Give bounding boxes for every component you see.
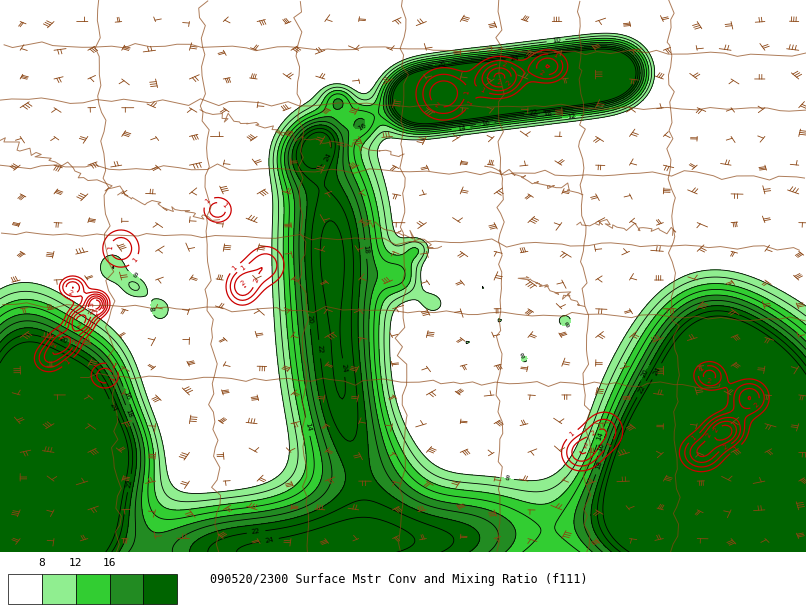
Text: 20: 20 — [438, 60, 447, 67]
Text: 2: 2 — [72, 337, 79, 344]
Text: 22: 22 — [316, 345, 323, 354]
Text: 24: 24 — [652, 366, 662, 376]
Text: 8: 8 — [39, 558, 45, 568]
Text: 2: 2 — [75, 323, 81, 330]
Text: 22: 22 — [126, 478, 133, 488]
Text: 16: 16 — [122, 390, 131, 401]
Text: 2: 2 — [583, 444, 588, 450]
Text: 2: 2 — [51, 342, 58, 349]
Text: 1: 1 — [220, 202, 227, 209]
Text: 14: 14 — [596, 431, 604, 441]
Text: 1: 1 — [479, 87, 486, 94]
Text: 1: 1 — [239, 264, 247, 271]
Text: 3: 3 — [88, 302, 94, 307]
Text: 18: 18 — [542, 110, 552, 117]
Text: 2: 2 — [252, 277, 260, 284]
Text: 18: 18 — [125, 409, 134, 419]
Text: 22: 22 — [637, 384, 646, 395]
Text: 1: 1 — [108, 375, 116, 382]
Text: 24: 24 — [340, 363, 347, 372]
Text: 14: 14 — [304, 422, 312, 432]
Text: 8: 8 — [131, 271, 138, 279]
Text: 2: 2 — [496, 79, 501, 85]
Text: 2: 2 — [89, 309, 94, 316]
Text: 8: 8 — [520, 353, 526, 360]
Text: 2: 2 — [434, 101, 440, 109]
Text: 1: 1 — [107, 245, 114, 250]
Text: 2: 2 — [505, 80, 512, 87]
Text: 1: 1 — [733, 446, 740, 453]
Bar — [143, 574, 177, 605]
Text: 2: 2 — [93, 310, 101, 317]
Text: 20: 20 — [641, 368, 650, 379]
Text: 16: 16 — [356, 123, 367, 132]
Text: 1: 1 — [697, 365, 704, 373]
Text: 20: 20 — [306, 315, 313, 324]
Text: 12: 12 — [567, 113, 576, 120]
Bar — [8, 574, 42, 605]
Text: 8: 8 — [505, 475, 509, 482]
Text: 1: 1 — [110, 362, 117, 370]
Text: 12: 12 — [69, 558, 82, 568]
Text: 8: 8 — [564, 322, 571, 329]
Text: 1: 1 — [568, 430, 575, 438]
Text: 1: 1 — [131, 257, 139, 264]
Text: 24: 24 — [510, 55, 520, 62]
Text: 1: 1 — [605, 441, 613, 449]
Text: 2: 2 — [67, 289, 73, 296]
Text: 2: 2 — [589, 430, 596, 437]
Text: 24: 24 — [323, 152, 333, 162]
Text: 16: 16 — [103, 558, 116, 568]
Text: 090520/2300 Surface Mstr Conv and Mixing Ratio (f111): 090520/2300 Surface Mstr Conv and Mixing… — [210, 573, 588, 586]
Text: 24: 24 — [109, 402, 118, 413]
Text: 1: 1 — [463, 89, 470, 95]
Text: 18: 18 — [363, 245, 369, 254]
Text: 2: 2 — [705, 432, 713, 438]
Text: 1: 1 — [552, 52, 559, 59]
Text: 16: 16 — [596, 442, 605, 452]
Text: 16: 16 — [480, 120, 490, 127]
Bar — [42, 574, 76, 605]
Text: 2: 2 — [721, 444, 729, 451]
Text: 24: 24 — [264, 537, 274, 544]
Text: 1: 1 — [231, 264, 239, 271]
Bar — [110, 574, 143, 605]
Text: 22: 22 — [251, 528, 261, 535]
Text: 2: 2 — [713, 427, 720, 434]
Text: 2: 2 — [538, 70, 545, 77]
Bar — [76, 574, 110, 605]
Text: 18: 18 — [595, 460, 604, 471]
Text: 1: 1 — [64, 358, 72, 366]
Text: 1: 1 — [467, 100, 474, 107]
Text: 2: 2 — [501, 61, 507, 68]
Text: 1: 1 — [204, 198, 211, 205]
Text: 2: 2 — [707, 378, 712, 384]
Text: 14: 14 — [456, 125, 466, 132]
Text: 1: 1 — [56, 327, 63, 334]
Text: 2: 2 — [753, 401, 760, 409]
Text: 22: 22 — [529, 109, 538, 116]
Text: 2: 2 — [239, 279, 246, 287]
Text: 1: 1 — [691, 434, 698, 441]
Text: 20: 20 — [58, 335, 69, 345]
Text: 10: 10 — [551, 37, 561, 44]
Text: 8: 8 — [148, 306, 155, 311]
